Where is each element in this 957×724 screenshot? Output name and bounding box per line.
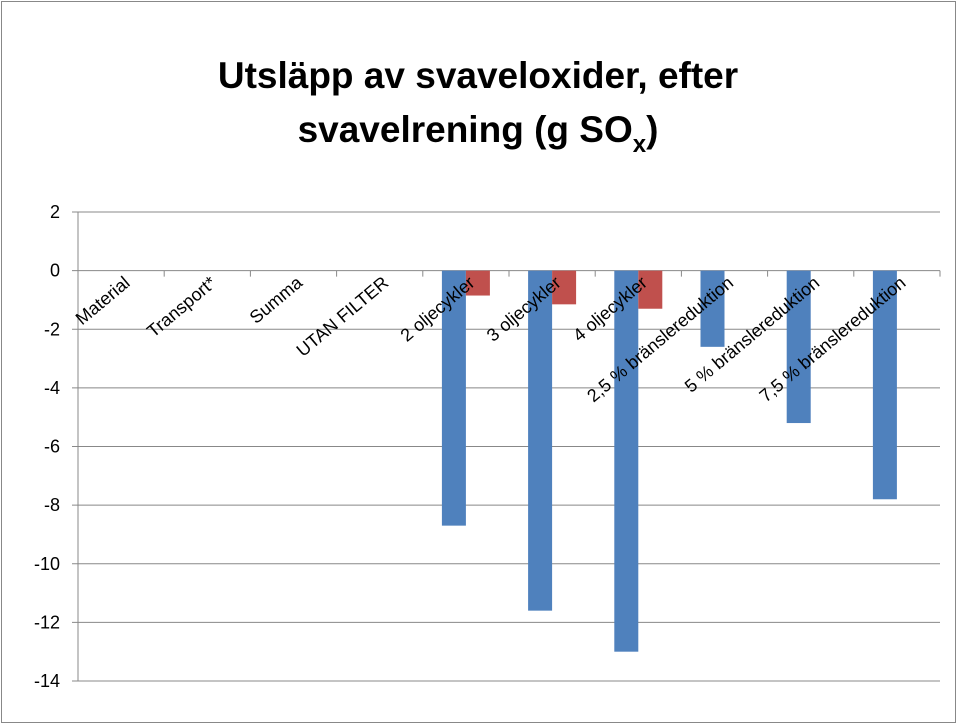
y-tick-label: -4 [44,378,60,398]
bar [872,270,897,500]
bar [528,270,553,611]
y-tick-label: -8 [44,495,60,515]
bar [552,270,577,305]
y-tick-label: -6 [44,437,60,457]
chart-title: svavelrening (g SOx) [298,109,659,158]
bar [441,270,466,526]
bar [638,270,663,309]
chart-title: Utsläpp av svaveloxider, efter [218,55,738,96]
y-tick-label: -2 [44,319,60,339]
bar [614,270,639,652]
y-tick-label: -10 [34,554,60,574]
title-line: svavelrening (g SO [298,109,633,150]
title-subscript: x [633,131,647,158]
bar [465,270,490,296]
bar [786,270,811,424]
y-tick-label: -14 [34,671,60,691]
y-tick-label: 2 [50,202,60,222]
title-line: Utsläpp av svaveloxider, efter [218,55,738,96]
title-end: ) [646,109,658,150]
y-tick-label: -12 [34,612,60,632]
y-tick-label: 0 [50,261,60,281]
bar [700,270,725,347]
